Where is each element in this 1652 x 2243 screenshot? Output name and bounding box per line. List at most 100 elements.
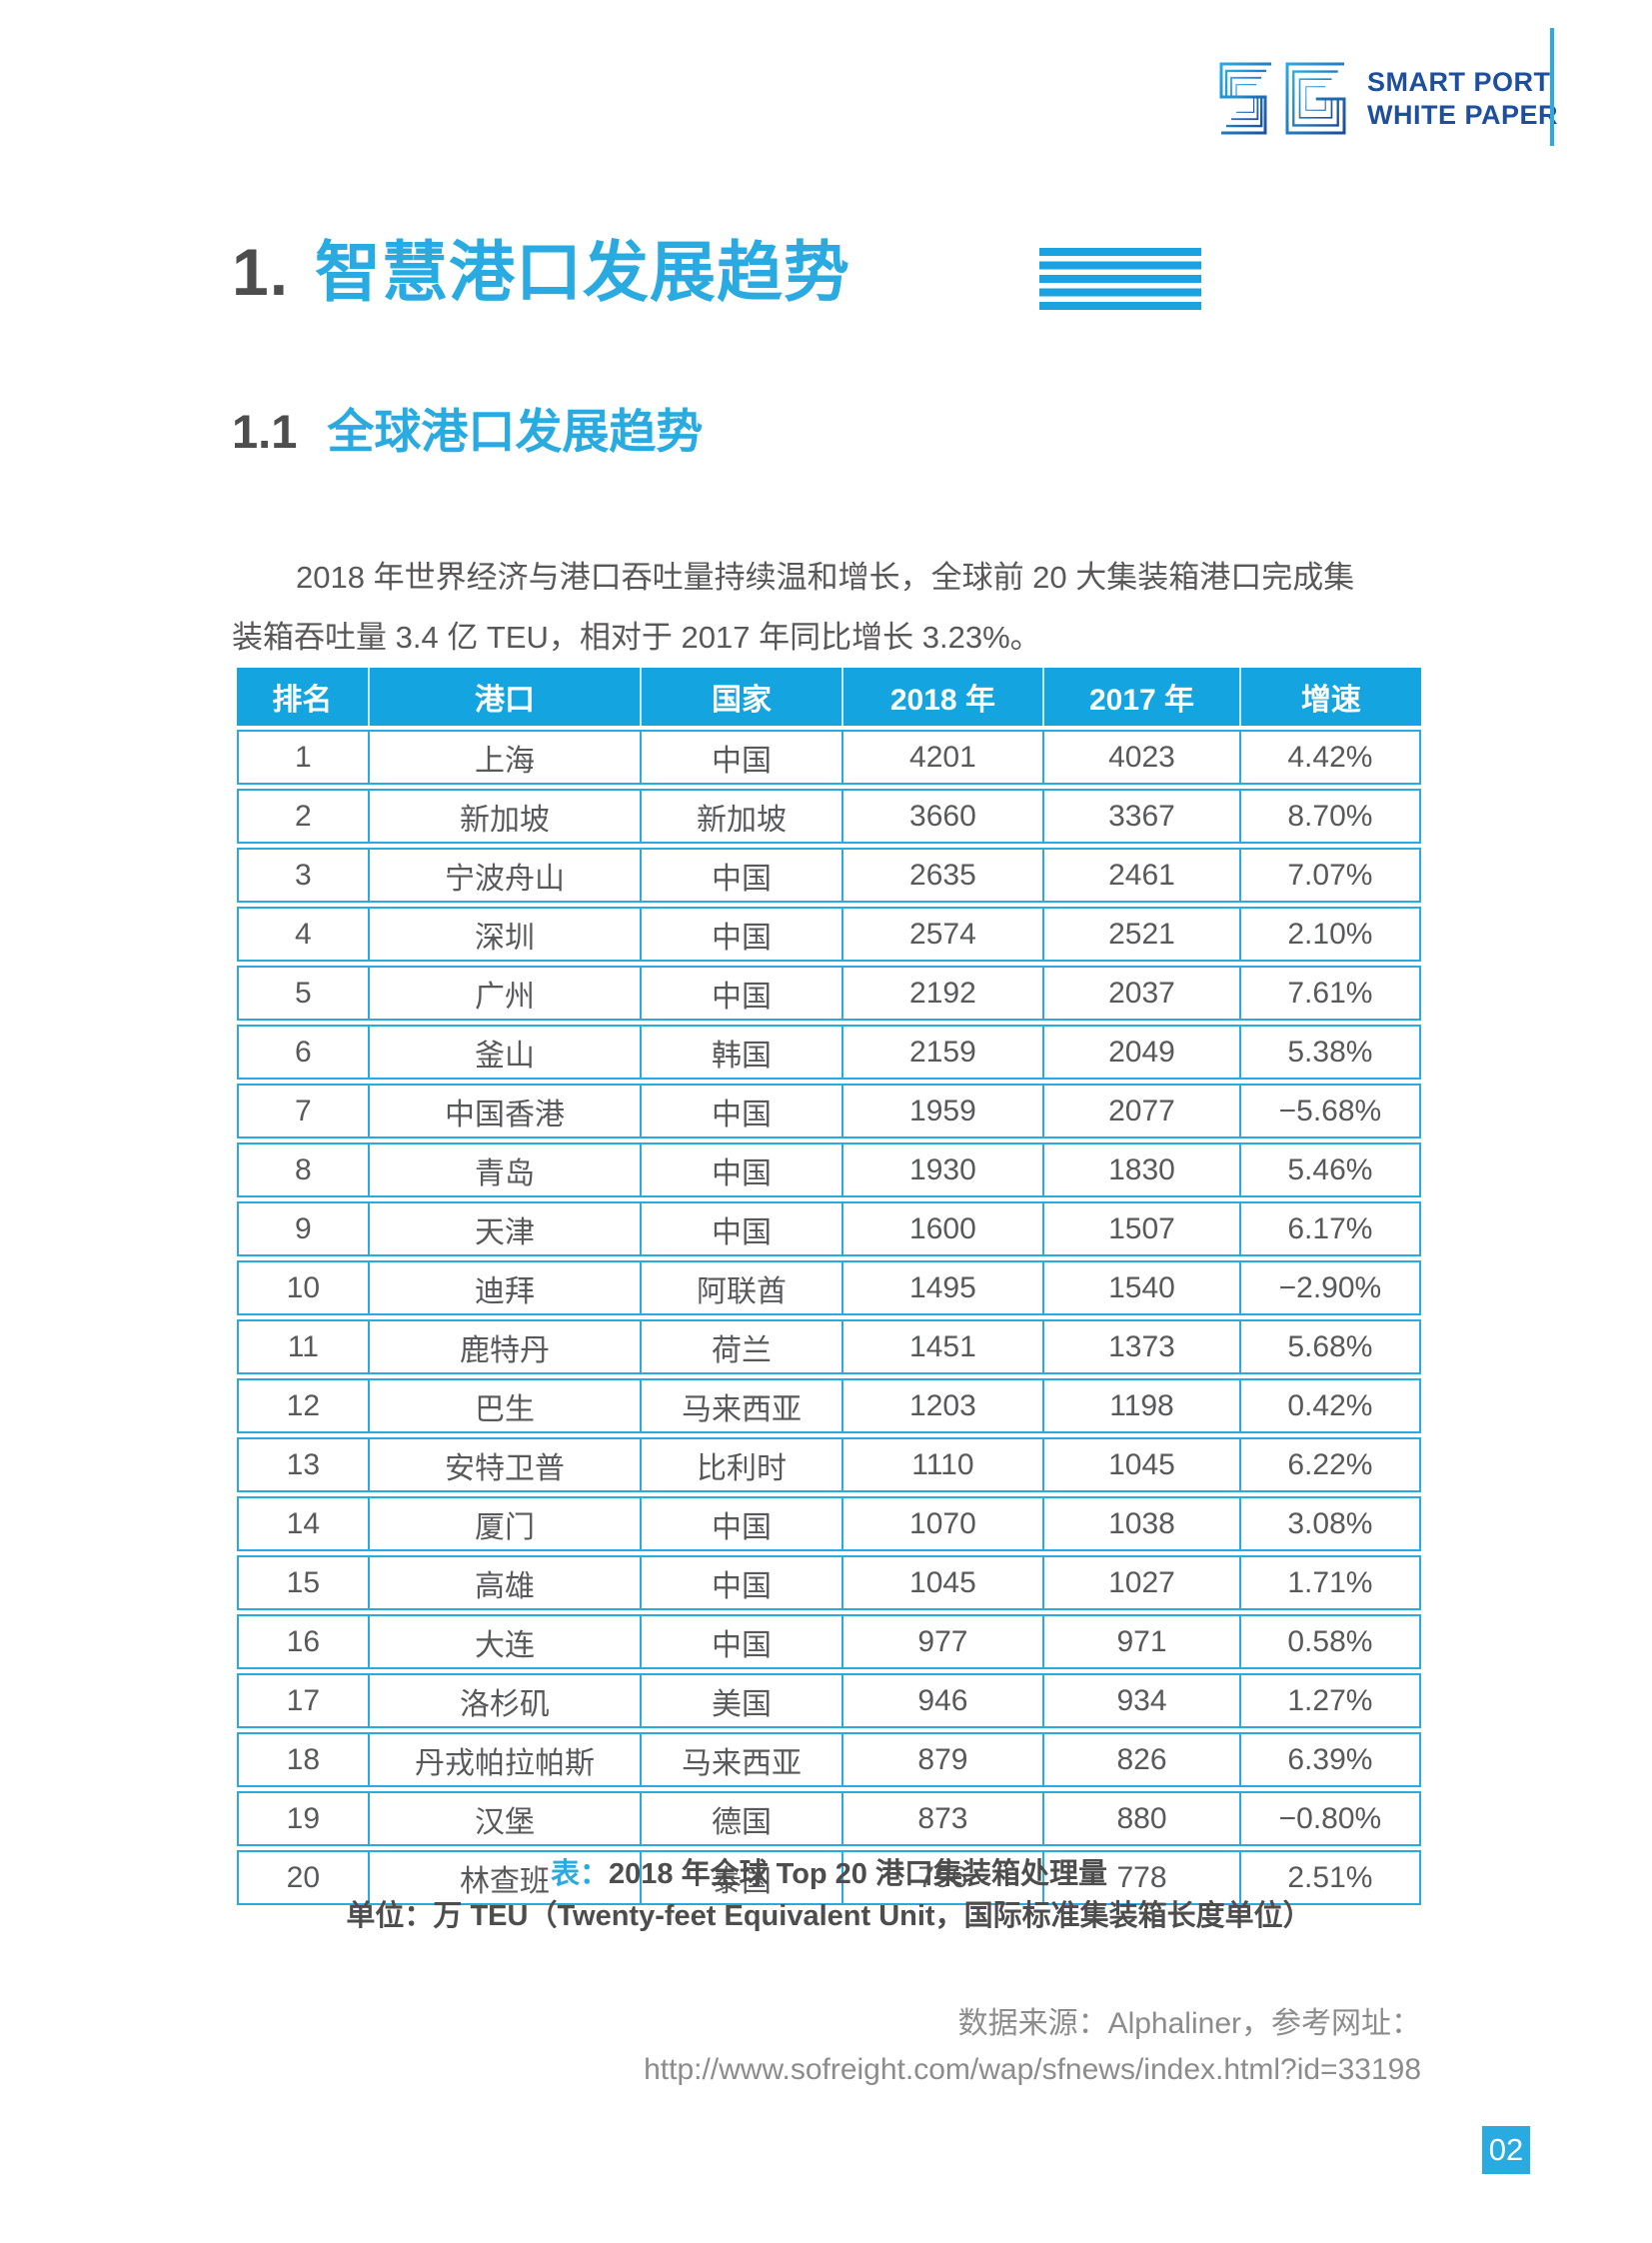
table-cell: 安特卫普	[369, 1437, 643, 1492]
table-cell: 1070	[842, 1496, 1045, 1551]
table-cell: 2635	[842, 848, 1045, 903]
table-cell: 2	[237, 789, 370, 844]
table-cell: 2.10%	[1240, 907, 1421, 962]
page-number-badge: 02	[1482, 2126, 1530, 2174]
table-cell: 7.61%	[1240, 966, 1421, 1021]
table-cell: 5.68%	[1240, 1319, 1421, 1374]
table-cell: 1373	[1044, 1319, 1241, 1374]
table-cell: 荷兰	[642, 1319, 843, 1374]
table-cell: 2521	[1044, 907, 1241, 962]
table-cell: 中国	[642, 1084, 843, 1138]
table-cell: −5.68%	[1240, 1084, 1421, 1138]
caption-line-1: 表：2018 年全球 Top 20 港口集装箱处理量	[237, 1853, 1421, 1895]
ports-table: 排名 港口 国家 2018 年 2017 年增速 1 上海 中国 4201 4023 4.42% 2…	[237, 664, 1421, 1909]
table-cell: 14	[237, 1496, 370, 1551]
table-cell: 天津	[369, 1201, 643, 1256]
table-caption: 表：2018 年全球 Top 20 港口集装箱处理量 单位：万 TEU（Twen…	[237, 1853, 1421, 1937]
table-row: 15 高雄 中国 1045 1027 1.71%	[237, 1555, 1421, 1610]
table-cell: 1959	[842, 1084, 1045, 1138]
table-cell: 鹿特丹	[369, 1319, 643, 1374]
table-cell: 12	[237, 1378, 370, 1433]
table-row: 12 巴生 马来西亚 1203 1198 0.42%	[237, 1378, 1421, 1433]
table-cell: 丹戎帕拉帕斯	[369, 1732, 643, 1787]
table-cell: 4.42%	[1240, 730, 1421, 785]
5g-logo-icon	[1219, 62, 1346, 135]
table-cell: 泰国	[642, 1850, 843, 1905]
table-cell: 中国	[642, 1614, 843, 1669]
table-cell: 2077	[1044, 1084, 1241, 1138]
table-cell: 873	[842, 1791, 1045, 1846]
table-cell: 3660	[842, 789, 1045, 844]
table-cell: 1451	[842, 1319, 1045, 1374]
table-row: 18 丹戎帕拉帕斯 马来西亚 879 826 6.39%	[237, 1732, 1421, 1787]
paragraph-line-1: 2018 年世界经济与港口吞吐量持续温和增长，全球前 20 大集装箱港口完成集	[296, 560, 1355, 595]
table-cell: 0.42%	[1240, 1378, 1421, 1433]
table-cell: 2192	[842, 966, 1045, 1021]
table-cell: 7.07%	[1240, 848, 1421, 903]
table-cell: 中国	[642, 730, 843, 785]
table-cell: 10	[237, 1260, 370, 1315]
table-cell: 中国	[642, 907, 843, 962]
table-header-cell: 排名	[237, 668, 370, 726]
caption-line-2: 单位：万 TEU（Twenty-feet Equivalent Unit，国际标…	[346, 1900, 1312, 1932]
table-row: 8 青岛 中国 1930 1830 5.46%	[237, 1142, 1421, 1197]
chapter-title-text: 智慧港口发展趋势	[315, 235, 851, 309]
table-cell: 6.22%	[1240, 1437, 1421, 1492]
table-cell: 中国	[642, 1496, 843, 1551]
table-row: 13 安特卫普 比利时 1110 1045 6.22%	[237, 1437, 1421, 1492]
table-cell: 18	[237, 1732, 370, 1787]
table-row: 10 迪拜 阿联酋 1495 1540 −2.90%	[237, 1260, 1421, 1315]
table-cell: 1507	[1044, 1201, 1241, 1256]
table-cell: 1.27%	[1240, 1673, 1421, 1728]
title-stripes-icon	[1039, 248, 1201, 310]
table-cell: 2049	[1044, 1025, 1241, 1080]
table-cell: 2574	[842, 907, 1045, 962]
table-cell: 青岛	[369, 1142, 643, 1197]
table-cell: 20	[237, 1850, 370, 1905]
table-row: 6 釜山 韩国 2159 2049 5.38%	[237, 1025, 1421, 1080]
table-cell: 8.70%	[1240, 789, 1421, 844]
table-cell: 971	[1044, 1614, 1241, 1669]
table-row: 2 新加坡 新加坡 3660 3367 8.70%	[237, 789, 1421, 844]
source-line-1: 数据来源：Alphaliner，参考网址：	[957, 2007, 1421, 2040]
brand-line-2: WHITE PAPER	[1367, 100, 1559, 130]
caption-title: 2018 年全球 Top 20 港口集装箱处理量	[609, 1858, 1107, 1890]
table-cell: 深圳	[369, 907, 643, 962]
table-row: 17 洛杉矶 美国 946 934 1.27%	[237, 1673, 1421, 1728]
table-cell: 16	[237, 1614, 370, 1669]
caption-label: 表：	[550, 1858, 609, 1890]
table-cell: 广州	[369, 966, 643, 1021]
brand-wordmark: SMART PORT WHITE PAPER	[1367, 66, 1558, 132]
table-cell: 2037	[1044, 966, 1241, 1021]
table-cell: 阿联酋	[642, 1260, 843, 1315]
table-cell: 中国	[642, 966, 843, 1021]
body-paragraph: 2018 年世界经济与港口吞吐量持续温和增长，全球前 20 大集装箱港口完成集 …	[232, 548, 1423, 668]
table-row: 20 林查班 泰国 796 778 2.51%	[237, 1850, 1421, 1905]
table-row: 1 上海 中国 4201 4023 4.42%	[237, 730, 1421, 785]
table-cell: 3.08%	[1240, 1496, 1421, 1551]
table-header-cell: 2018 年	[842, 668, 1045, 726]
table-cell: 林查班	[369, 1850, 643, 1905]
table-cell: 3367	[1044, 789, 1241, 844]
table-row: 11 鹿特丹 荷兰 1451 1373 5.68%	[237, 1319, 1421, 1374]
table-cell: 17	[237, 1673, 370, 1728]
table-cell: −0.80%	[1240, 1791, 1421, 1846]
table-cell: 洛杉矶	[369, 1673, 643, 1728]
chapter-title: 1. 智慧港口发展趋势	[232, 236, 850, 308]
table-cell: 中国	[642, 1555, 843, 1610]
table-cell: 新加坡	[369, 789, 643, 844]
paragraph-line-2: 装箱吞吐量 3.4 亿 TEU，相对于 2017 年同比增长 3.23%。	[232, 620, 1041, 655]
table-cell: 1110	[842, 1437, 1045, 1492]
table-cell: 977	[842, 1614, 1045, 1669]
table-cell: 厦门	[369, 1496, 643, 1551]
table-cell: 韩国	[642, 1025, 843, 1080]
table-cell: 5	[237, 966, 370, 1021]
table-cell: 1830	[1044, 1142, 1241, 1197]
data-source: 数据来源：Alphaliner，参考网址： http://www.sofreig…	[644, 2001, 1421, 2093]
table-cell: 1198	[1044, 1378, 1241, 1433]
table-cell: 迪拜	[369, 1260, 643, 1315]
table-cell: 宁波舟山	[369, 848, 643, 903]
table-header-cell: 2017 年	[1044, 668, 1241, 726]
table-cell: 汉堡	[369, 1791, 643, 1846]
